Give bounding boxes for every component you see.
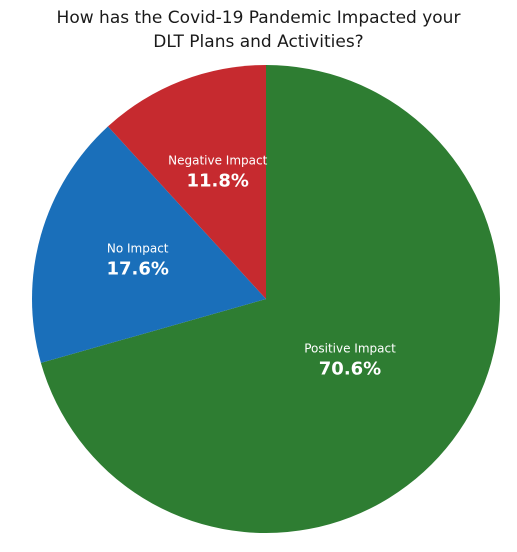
chart-title: How has the Covid-19 Pandemic Impacted y… — [0, 6, 517, 54]
chart-title-line-1: How has the Covid-19 Pandemic Impacted y… — [56, 8, 461, 28]
pie-slice-negative-impact — [107, 65, 266, 299]
slice-value-negative-impact: 11.8% — [186, 171, 248, 192]
slice-value-no-impact: 17.6% — [106, 259, 168, 280]
pie-slice-no-impact — [32, 126, 267, 363]
slice-label-negative-impact: Negative Impact — [168, 154, 267, 168]
slice-label-positive-impact: Positive Impact — [304, 342, 396, 356]
chart-title-line-2: DLT Plans and Activities? — [153, 32, 364, 52]
pie-slice-positive-impact — [40, 65, 501, 533]
slice-value-positive-impact: 70.6% — [319, 359, 381, 380]
slice-label-no-impact: No Impact — [107, 242, 169, 256]
